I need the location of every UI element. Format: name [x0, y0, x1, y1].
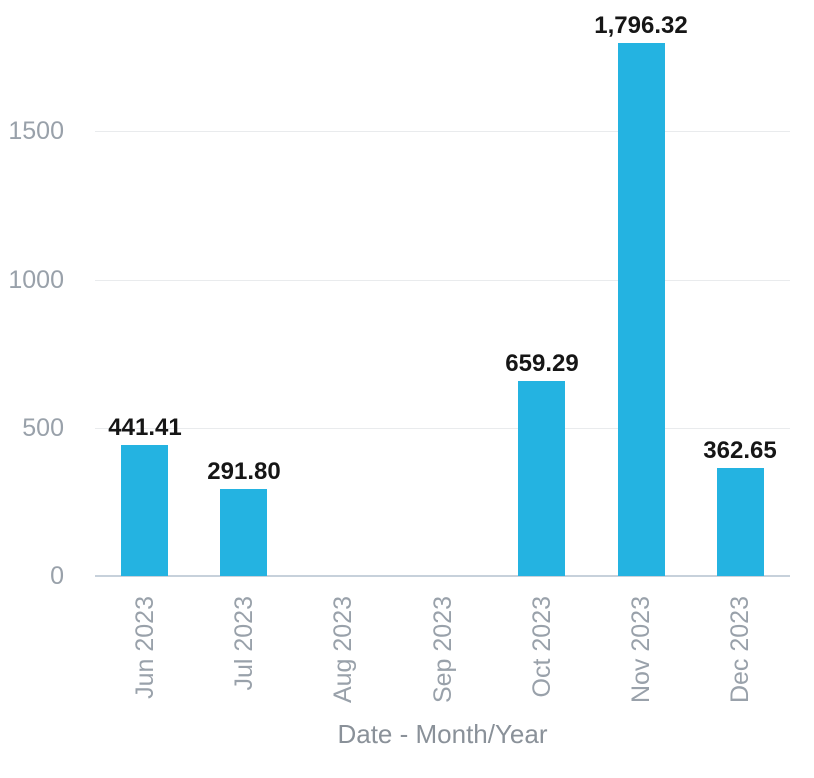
x-tick-label: Aug 2023: [329, 596, 357, 704]
gridline: [95, 279, 790, 281]
bar-value-label: 659.29: [505, 350, 579, 377]
x-tick-label: Jun 2023: [131, 596, 159, 699]
bar[interactable]: [220, 489, 267, 576]
y-tick-label: 0: [50, 562, 64, 590]
x-axis-title: Date - Month/Year: [337, 719, 548, 749]
bar[interactable]: [121, 445, 168, 576]
bar[interactable]: [518, 381, 565, 576]
x-tick-label: Sep 2023: [429, 596, 457, 704]
bar[interactable]: [717, 468, 764, 576]
y-tick-label: 500: [22, 413, 64, 442]
bar[interactable]: [618, 43, 665, 576]
x-tick-label: Jul 2023: [230, 596, 258, 691]
x-tick-label: Oct 2023: [528, 596, 556, 698]
bar-value-label: 291.80: [207, 458, 281, 485]
gridline: [95, 131, 790, 133]
gridline: [95, 427, 790, 429]
bar-value-label: 441.41: [108, 414, 182, 441]
x-axis-baseline: [95, 575, 790, 577]
y-tick-label: 1500: [8, 117, 64, 146]
x-tick-label: Nov 2023: [627, 596, 655, 704]
bar-value-label: 362.65: [703, 437, 777, 464]
y-tick-label: 1000: [8, 265, 64, 294]
x-tick-label: Dec 2023: [726, 596, 754, 704]
bar-value-label: 1,796.32: [594, 12, 688, 39]
